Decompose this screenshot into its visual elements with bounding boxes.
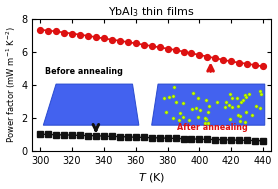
Text: After annealing: After annealing xyxy=(177,123,248,132)
Y-axis label: Power factor (mW m$^{-1}$ K$^{-2}$): Power factor (mW m$^{-1}$ K$^{-2}$) xyxy=(5,26,18,143)
X-axis label: $T$ (K): $T$ (K) xyxy=(138,171,165,184)
Polygon shape xyxy=(43,84,139,125)
Polygon shape xyxy=(152,84,265,125)
Title: YbAl$_3$ thin films: YbAl$_3$ thin films xyxy=(108,5,195,19)
Text: Before annealing: Before annealing xyxy=(45,67,123,76)
